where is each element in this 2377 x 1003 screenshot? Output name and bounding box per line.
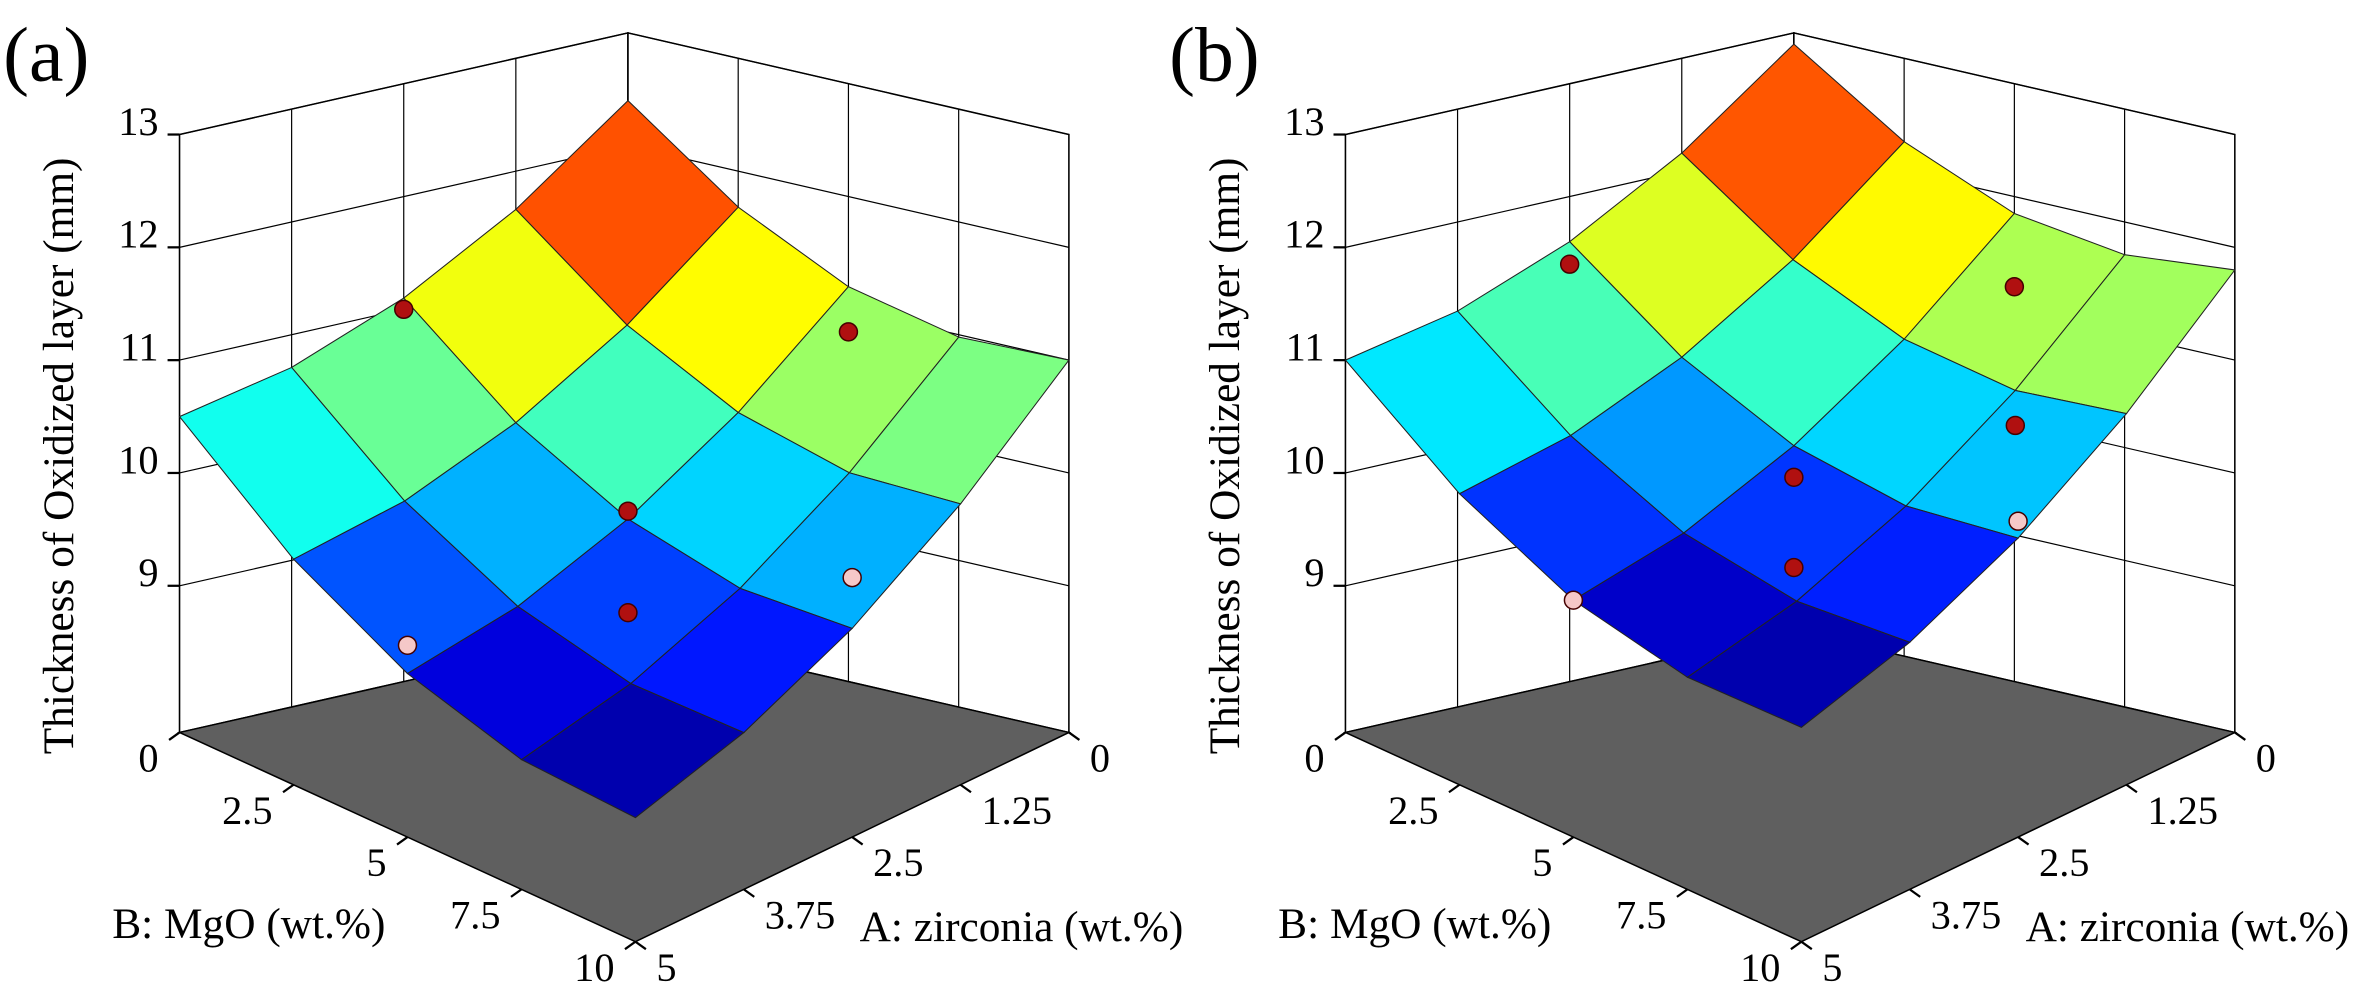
z-tick-label: 12 — [118, 212, 158, 257]
design-point — [394, 299, 414, 320]
design-point — [618, 602, 638, 623]
z-axis-label: Thickness of Oxidized layer (mm) — [1201, 158, 1249, 755]
tick-mark — [1562, 836, 1575, 846]
tick-mark — [1448, 783, 1461, 794]
tick-mark — [624, 940, 637, 951]
z-tick-label: 9 — [138, 550, 158, 595]
z-tick-label: 13 — [1284, 99, 1324, 144]
z-tick-label: 11 — [120, 324, 159, 369]
tick-mark — [510, 888, 523, 898]
x-tick-label: 1.25 — [2147, 788, 2218, 833]
design-point — [1559, 254, 1580, 274]
tick-mark — [959, 783, 972, 794]
tick-mark — [2234, 731, 2246, 741]
tick-mark — [282, 783, 295, 794]
z-tick-label: 12 — [1284, 212, 1324, 257]
design-point — [2005, 415, 2026, 436]
tick-mark — [168, 731, 181, 741]
design-point — [397, 635, 418, 656]
y-tick-label: 5 — [1532, 840, 1552, 885]
x-tick-label: 0 — [1090, 736, 1110, 781]
panel: 9 10 11 12 13 0 1.25 2.5 3.75 5 0 2.5 5 7.5 10 (b) Thick… — [1169, 12, 2349, 990]
y-tick-label: 5 — [366, 840, 386, 885]
y-tick-label: 0 — [138, 736, 158, 781]
z-tick-label: 9 — [1304, 550, 1324, 595]
x-tick-label: 5 — [1822, 945, 1842, 990]
tick-mark — [2125, 783, 2138, 794]
z-tick-label: 13 — [118, 99, 158, 144]
tick-mark — [396, 836, 409, 846]
design-point — [1784, 467, 1804, 488]
tick-mark — [1334, 731, 1347, 741]
tick-mark — [2017, 836, 2030, 846]
design-point — [2008, 511, 2028, 531]
tick-mark — [1068, 731, 1081, 741]
x-axis-label: A: zirconia (wt.%) — [860, 903, 1184, 951]
design-point — [842, 567, 862, 588]
design-point — [618, 501, 638, 521]
tick-mark — [634, 940, 647, 951]
z-tick-label: 11 — [1286, 324, 1325, 369]
x-tick-label: 3.75 — [1931, 893, 2002, 938]
y-tick-label: 10 — [574, 945, 614, 990]
tick-mark — [1800, 940, 1813, 951]
design-point — [1563, 590, 1584, 610]
panel-title: (b) — [1169, 12, 1260, 98]
surface-patch — [1686, 600, 1911, 728]
y-tick-label: 7.5 — [1616, 893, 1666, 938]
tick-mark — [851, 836, 864, 846]
tick-mark — [1790, 940, 1803, 951]
z-tick-label: 10 — [118, 437, 158, 482]
y-tick-label: 7.5 — [450, 893, 500, 938]
surface-patch — [520, 682, 745, 819]
x-tick-label: 5 — [656, 945, 676, 990]
y-tick-label: 2.5 — [222, 788, 272, 833]
z-tick-label: 10 — [1284, 437, 1324, 482]
panel: 9 10 11 12 13 0 1.25 2.5 3.75 5 0 2.5 5 7.5 10 (a) Thick… — [3, 12, 1183, 990]
y-tick-label: 2.5 — [1388, 788, 1438, 833]
x-axis-label: A: zirconia (wt.%) — [2026, 903, 2350, 951]
tick-mark — [743, 888, 755, 898]
y-tick-label: 10 — [1740, 945, 1780, 990]
x-tick-label: 3.75 — [765, 893, 836, 938]
x-tick-label: 2.5 — [873, 840, 923, 885]
x-tick-label: 1.25 — [981, 788, 1052, 833]
x-tick-label: 2.5 — [2039, 840, 2089, 885]
z-axis-label: Thickness of Oxidized layer (mm) — [35, 158, 83, 755]
design-point — [1784, 557, 1804, 578]
design-point — [2004, 277, 2025, 297]
tick-mark — [1909, 888, 1921, 898]
y-axis-label: B: MgO (wt.%) — [112, 900, 385, 948]
y-axis-label: B: MgO (wt.%) — [1278, 900, 1551, 948]
design-point — [838, 322, 859, 342]
y-tick-label: 0 — [1304, 736, 1324, 781]
tick-mark — [1676, 888, 1689, 898]
x-tick-label: 0 — [2256, 736, 2276, 781]
panel-title: (a) — [3, 12, 89, 98]
